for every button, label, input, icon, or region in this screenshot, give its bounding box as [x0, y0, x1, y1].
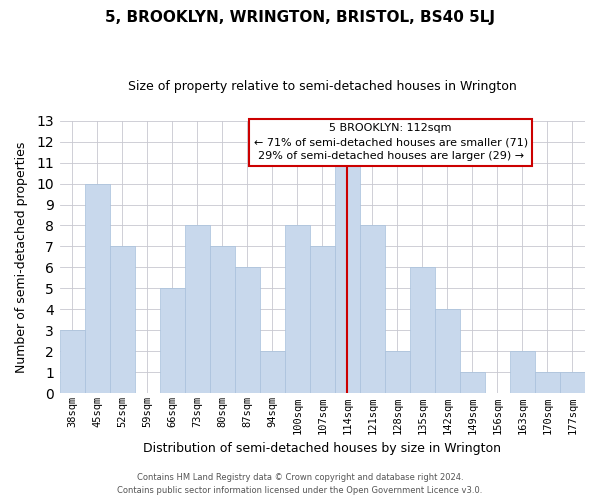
Bar	[260, 352, 285, 394]
Bar	[235, 268, 260, 394]
Bar	[285, 226, 310, 394]
Text: 5, BROOKLYN, WRINGTON, BRISTOL, BS40 5LJ: 5, BROOKLYN, WRINGTON, BRISTOL, BS40 5LJ	[105, 10, 495, 25]
Bar	[160, 288, 185, 394]
Bar	[385, 352, 410, 394]
Bar	[210, 246, 235, 394]
Bar	[310, 246, 335, 394]
Title: Size of property relative to semi-detached houses in Wrington: Size of property relative to semi-detach…	[128, 80, 517, 93]
Bar	[560, 372, 585, 394]
Bar	[85, 184, 110, 394]
Bar	[410, 268, 435, 394]
Bar	[535, 372, 560, 394]
Bar	[335, 162, 360, 394]
Bar	[435, 310, 460, 394]
Bar	[510, 352, 535, 394]
Text: 5 BROOKLYN: 112sqm
← 71% of semi-detached houses are smaller (71)
29% of semi-de: 5 BROOKLYN: 112sqm ← 71% of semi-detache…	[254, 124, 527, 162]
Bar	[460, 372, 485, 394]
Bar	[185, 226, 210, 394]
Y-axis label: Number of semi-detached properties: Number of semi-detached properties	[15, 142, 28, 372]
Bar	[59, 330, 85, 394]
Bar	[110, 246, 134, 394]
Bar	[360, 226, 385, 394]
X-axis label: Distribution of semi-detached houses by size in Wrington: Distribution of semi-detached houses by …	[143, 442, 502, 455]
Text: Contains HM Land Registry data © Crown copyright and database right 2024.
Contai: Contains HM Land Registry data © Crown c…	[118, 474, 482, 495]
